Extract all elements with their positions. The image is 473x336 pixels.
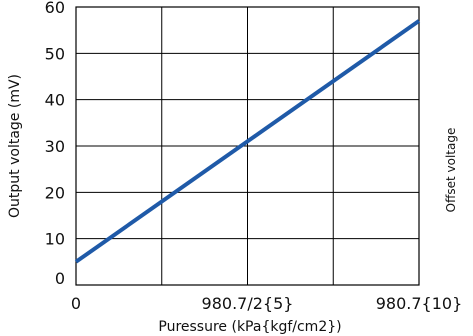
y-tick-label: 10 <box>45 230 65 249</box>
y-tick-label: 50 <box>45 44 65 63</box>
y-tick-label: 20 <box>45 183 65 202</box>
y-axis-title: Output voltage (mV) <box>7 74 23 218</box>
y-tick-label: 30 <box>45 137 65 156</box>
x-axis-title: Puressure (kPa{kgf/cm2}) <box>158 319 341 335</box>
series-line-1 <box>74 19 421 264</box>
x-tick-label: 0 <box>71 294 81 313</box>
y-tick-label: 0 <box>55 269 65 288</box>
y-tick-label: 60 <box>45 0 65 17</box>
right-annotation: Offset voltage <box>444 128 458 213</box>
x-tick-label: 980.7/2{5} <box>202 294 294 313</box>
y-tick-labels: 0 10 20 30 40 50 60 <box>45 0 65 288</box>
grid <box>76 7 419 285</box>
x-tick-labels: 0 980.7/2{5} 980.7{10} <box>71 294 462 313</box>
series-layer <box>74 19 421 264</box>
y-tick-label: 40 <box>45 91 65 110</box>
x-tick-label: 980.7{10} <box>376 294 463 313</box>
